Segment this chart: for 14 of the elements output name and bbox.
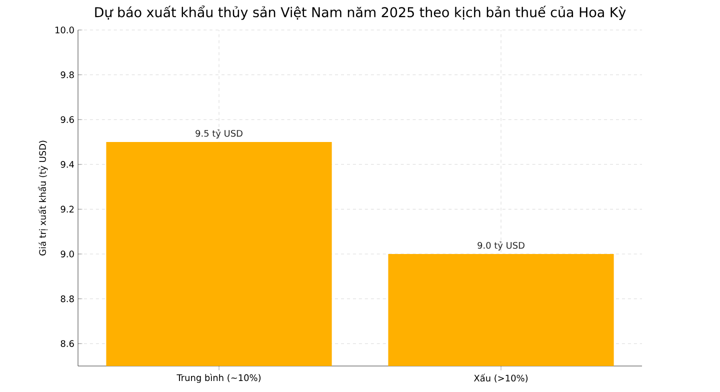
chart-title: Dự báo xuất khẩu thủy sản Việt Nam năm 2025 theo kịch bản thuế của Hoa Kỳ (95, 6, 626, 20)
y-axis-title: Giá trị xuất khẩu (tỷ USD) (38, 140, 48, 256)
y-tick-label: 9.6 (60, 116, 74, 123)
y-tick-label: 8.6 (60, 340, 74, 347)
y-tick-label: 9.0 (60, 250, 74, 258)
y-tick-label: 10.0 (56, 26, 74, 34)
y-tick-label: 9.2 (60, 206, 74, 213)
x-tick-label: Xấu (>10%) (474, 374, 528, 383)
y-tick-label: 9.8 (60, 71, 74, 78)
y-tick-label: 9.4 (60, 161, 74, 168)
data-label: 9.5 tỷ USD (196, 129, 242, 138)
data-label: 9.0 tỷ USD (478, 241, 524, 250)
x-tick-label: Trung bình (~10%) (176, 374, 261, 383)
y-tick-label: 8.8 (60, 295, 74, 302)
